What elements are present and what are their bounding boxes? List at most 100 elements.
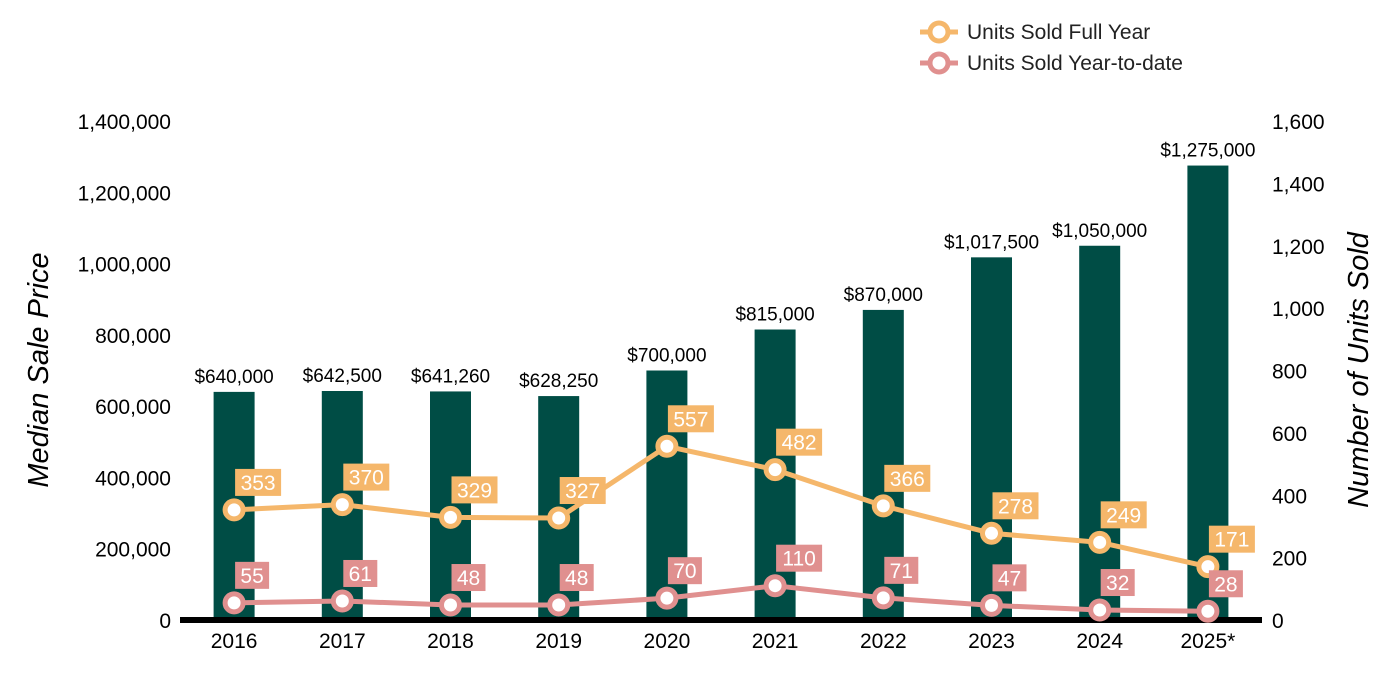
x-tick-label: 2023 xyxy=(968,630,1015,653)
bar-value-label: $1,050,000 xyxy=(1052,221,1147,242)
data-label: 110 xyxy=(782,548,815,571)
legend: Units Sold Full Year Units Sold Year-to-d… xyxy=(920,20,1183,75)
data-label: 353 xyxy=(241,472,276,495)
data-label: 329 xyxy=(457,479,492,502)
y-tick-label: 0 xyxy=(159,610,171,633)
data-label: 47 xyxy=(998,567,1021,590)
x-tick-label: 2017 xyxy=(319,630,366,653)
data-label: 55 xyxy=(240,565,263,588)
data-label-box xyxy=(451,564,486,592)
data-point xyxy=(547,593,571,617)
data-point xyxy=(655,434,679,458)
bar xyxy=(1079,245,1121,620)
y-tick-label: 800,000 xyxy=(95,325,171,348)
data-point xyxy=(763,458,787,482)
bar-value-label: $641,260 xyxy=(411,366,490,387)
y-tick-label: 1,400,000 xyxy=(78,111,171,134)
data-label-box xyxy=(1100,501,1147,529)
x-tick-label: 2020 xyxy=(644,630,691,653)
bar-value-label: $628,250 xyxy=(519,371,598,392)
y2-tick-label: 800 xyxy=(1272,361,1307,384)
data-point xyxy=(222,498,246,522)
y-tick-label: 1,200,000 xyxy=(78,182,171,205)
y-tick-label: 400,000 xyxy=(95,467,171,490)
y-axis-title: Median Sale Price xyxy=(23,252,55,487)
data-point xyxy=(330,493,354,517)
bar-value-label: $1,017,500 xyxy=(944,232,1039,253)
bar-value-label: $700,000 xyxy=(627,346,706,367)
y2-tick-label: 1,000 xyxy=(1272,298,1325,321)
data-point xyxy=(439,505,462,529)
bar-value-label: $815,000 xyxy=(735,305,814,326)
data-label-box xyxy=(776,544,823,572)
x-tick-label: 2016 xyxy=(211,630,258,653)
data-label-box xyxy=(1208,570,1243,598)
y2-tick-label: 200 xyxy=(1272,548,1307,571)
data-label-box xyxy=(559,477,606,505)
data-label-box xyxy=(235,561,270,589)
data-label-box xyxy=(992,492,1039,520)
data-label: 171 xyxy=(1214,529,1249,552)
bar-value-label: $640,000 xyxy=(194,367,273,388)
data-point xyxy=(1088,598,1112,622)
data-label-box xyxy=(559,564,594,592)
y2-tick-label: 600 xyxy=(1272,423,1307,446)
bar-value-label: $1,275,000 xyxy=(1160,141,1255,162)
legend-marker xyxy=(927,20,951,44)
y2-tick-label: 1,600 xyxy=(1272,111,1325,134)
data-point xyxy=(1196,599,1220,623)
x-tick-label: 2018 xyxy=(427,630,474,653)
data-point xyxy=(980,593,1003,617)
x-tick-label: 2019 xyxy=(535,630,582,653)
data-point xyxy=(655,586,679,610)
y2-tick-label: 400 xyxy=(1272,485,1307,508)
y2-tick-label: 1,400 xyxy=(1272,173,1325,196)
y2-axis-title: Number of Units Sold xyxy=(1343,231,1375,507)
data-label-box xyxy=(667,405,714,433)
data-label-box xyxy=(884,556,919,584)
data-label-box xyxy=(235,468,282,496)
data-label-box xyxy=(1208,525,1255,553)
data-point xyxy=(871,586,895,610)
x-tick-label: 2025* xyxy=(1180,630,1235,653)
data-label: 482 xyxy=(782,432,817,455)
bar-value-label: $870,000 xyxy=(844,285,923,306)
y-axis-left-ticks: 0 200,000 400,000 600,000 800,000 1,000,000 1,… xyxy=(78,111,171,633)
data-label: 370 xyxy=(349,467,384,490)
data-point xyxy=(547,506,571,530)
data-label: 366 xyxy=(890,468,925,491)
legend-label: Units Sold Year-to-date xyxy=(967,52,1183,75)
y-tick-label: 600,000 xyxy=(95,396,171,419)
bar xyxy=(971,257,1012,620)
data-point xyxy=(330,589,354,613)
series-line xyxy=(231,443,1211,570)
y2-tick-label: 0 xyxy=(1272,610,1284,633)
data-label: 557 xyxy=(673,408,708,431)
data-label-box xyxy=(992,564,1027,592)
series-line xyxy=(231,583,1211,614)
data-label: 48 xyxy=(565,567,588,590)
x-tick-label: 2024 xyxy=(1076,630,1123,653)
data-label-box xyxy=(884,464,931,492)
data-point xyxy=(871,494,895,518)
legend-marker xyxy=(927,51,951,75)
data-label-box xyxy=(776,428,823,456)
legend-label: Units Sold Full Year xyxy=(967,21,1150,44)
data-label: 61 xyxy=(349,563,372,586)
y-axis-right-ticks: 0 200 400 600 800 1,000 1,200 1,400 1,600 xyxy=(1272,111,1325,633)
bar-value-label: $642,500 xyxy=(303,366,382,387)
y-tick-label: 200,000 xyxy=(95,539,171,562)
data-label-box xyxy=(343,463,390,491)
data-point xyxy=(980,521,1003,545)
data-label-box xyxy=(667,557,702,585)
data-point xyxy=(763,574,787,598)
line-series: 353 370 329 327 557 482 366 278 249 171 55 61 48 48 70… xyxy=(222,405,1255,623)
data-label-box xyxy=(451,476,498,504)
data-point xyxy=(439,593,462,617)
x-tick-label: 2021 xyxy=(752,630,799,653)
x-axis-ticks: 2016 2017 2018 2019 2020 2021 2022 2023 2024 2025… xyxy=(211,630,1236,653)
data-label: 71 xyxy=(890,560,913,583)
data-point xyxy=(1088,530,1112,554)
